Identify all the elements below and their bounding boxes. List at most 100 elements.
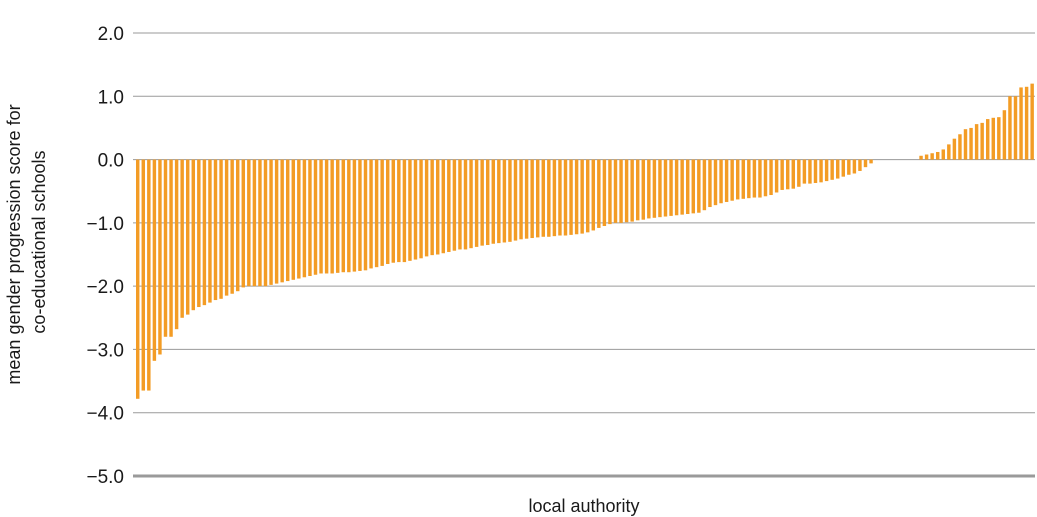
bar — [636, 159, 640, 221]
bar — [430, 159, 434, 256]
bar — [802, 159, 807, 184]
bar — [441, 159, 445, 254]
y-tick-labels: 2.0 1.0 0.0 −1.0 −2.0 −3.0 −4.0 −5.0 — [86, 24, 124, 488]
bar — [952, 138, 957, 160]
bar — [363, 159, 368, 271]
y-tick-label: −5.0 — [86, 467, 124, 488]
bar — [724, 159, 729, 202]
bar — [958, 134, 962, 160]
bar — [302, 159, 307, 278]
bar — [330, 159, 334, 274]
bar — [308, 159, 312, 277]
bar — [508, 159, 512, 242]
bar — [686, 159, 690, 214]
bar — [791, 159, 795, 189]
bar — [580, 159, 584, 234]
bar — [602, 159, 607, 227]
x-axis-label: local authority — [528, 496, 639, 516]
bar — [747, 159, 751, 199]
bar — [941, 149, 945, 160]
bar — [536, 159, 540, 238]
bar — [1024, 86, 1029, 160]
bar — [241, 159, 245, 288]
bar — [586, 159, 590, 233]
bar — [730, 159, 734, 201]
bar — [386, 159, 390, 264]
bar — [752, 159, 757, 198]
bar — [174, 159, 179, 330]
bar — [391, 159, 395, 263]
bar — [236, 159, 240, 292]
bar — [858, 159, 862, 171]
bar — [963, 129, 968, 160]
bar — [736, 159, 740, 200]
bar — [1002, 110, 1007, 160]
bar — [186, 159, 190, 315]
bar — [547, 159, 551, 237]
y-tick-label: −2.0 — [86, 277, 124, 298]
bar — [713, 159, 718, 206]
bar — [202, 159, 207, 306]
bar — [574, 159, 579, 235]
bar — [463, 159, 468, 250]
bar — [324, 159, 329, 274]
bar — [813, 159, 818, 183]
bar — [280, 159, 284, 283]
bar — [347, 159, 351, 273]
bar — [530, 159, 534, 239]
gridlines — [133, 32, 1035, 478]
bar — [991, 117, 995, 160]
bar — [519, 159, 523, 240]
bar — [930, 153, 934, 160]
y-tick-label: 1.0 — [98, 87, 124, 108]
bar — [824, 159, 829, 182]
bar — [230, 159, 234, 294]
bar — [497, 159, 501, 244]
bar — [680, 159, 684, 215]
bar — [486, 159, 490, 246]
bar — [836, 159, 840, 179]
bar — [213, 159, 218, 301]
bar — [136, 159, 140, 399]
bar — [252, 159, 257, 287]
bar — [591, 159, 595, 231]
bar — [197, 159, 201, 308]
bar — [286, 159, 290, 282]
bar — [797, 159, 801, 187]
bar — [624, 159, 629, 223]
bars — [136, 83, 1034, 399]
bar — [491, 159, 495, 244]
bar — [274, 159, 279, 284]
bar — [369, 159, 373, 269]
bar — [936, 151, 940, 160]
bar — [474, 159, 479, 247]
bar — [336, 159, 340, 273]
bar — [408, 159, 412, 261]
bar — [919, 155, 923, 160]
bar — [552, 159, 557, 237]
bar — [402, 159, 407, 263]
bar — [980, 122, 984, 160]
bar — [480, 159, 484, 246]
bar — [269, 159, 273, 285]
bar — [358, 159, 362, 271]
bar — [658, 159, 662, 218]
bar — [774, 159, 779, 193]
bar — [863, 159, 868, 168]
bar — [969, 127, 973, 160]
bar — [830, 159, 834, 180]
bar — [208, 159, 212, 303]
bar — [180, 159, 184, 318]
bar — [158, 159, 162, 355]
bar — [147, 159, 151, 391]
bar — [563, 159, 568, 236]
bar — [152, 159, 157, 361]
bar — [702, 159, 707, 211]
y-tick-label: −3.0 — [86, 340, 124, 361]
bar — [163, 159, 168, 337]
bar — [313, 159, 318, 275]
bar — [413, 159, 418, 260]
bar — [652, 159, 657, 218]
bar — [786, 159, 790, 190]
